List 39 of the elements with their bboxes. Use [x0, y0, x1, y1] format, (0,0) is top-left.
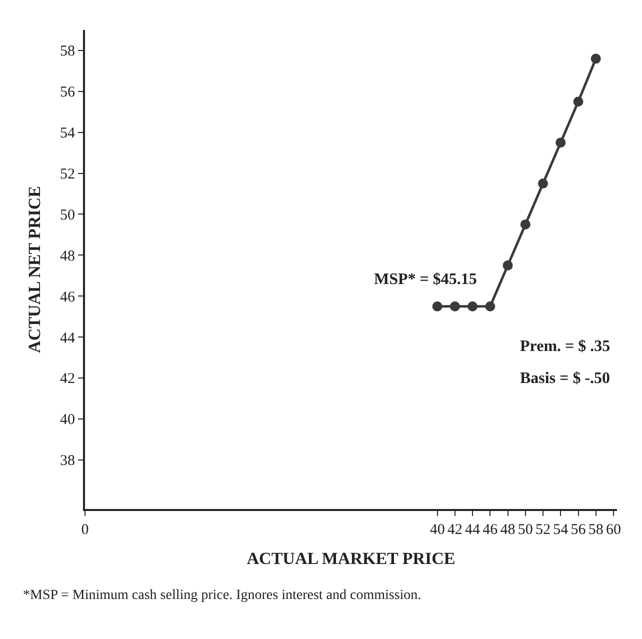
x-tick-label: 52	[536, 522, 551, 538]
y-tick-label: 46	[60, 289, 76, 306]
x-tick-label: 48	[500, 522, 516, 538]
x-tick-label: 46	[482, 522, 498, 538]
y-tick-label: 50	[60, 207, 75, 224]
point	[485, 301, 496, 312]
x-tick-label: 42	[447, 522, 462, 538]
y-tick-label: 42	[60, 371, 75, 388]
x-axis-title: ACTUAL MARKET PRICE	[246, 548, 456, 568]
y-tick-label: 48	[60, 248, 75, 264]
y-tick-label: 44	[60, 330, 76, 346]
x-tick-label: 54	[553, 522, 569, 538]
point	[502, 260, 513, 270]
y-tick-label: 52	[60, 166, 75, 183]
y-tick-label: 40	[60, 412, 75, 428]
annotation: MSP* = $45.15	[374, 271, 477, 288]
point	[468, 301, 478, 312]
point	[538, 178, 548, 189]
annotation: Prem. = $ .35	[520, 338, 610, 355]
point	[520, 219, 530, 230]
point	[432, 301, 442, 312]
text: *MSP = Minimum cash selling price. Ignores interest and commission.	[23, 588, 422, 603]
x-tick-label: 60	[606, 522, 621, 538]
y-tick-label: 58	[60, 44, 75, 60]
y-tick-label: 54	[60, 126, 76, 142]
x-tick-label: 44	[465, 522, 481, 538]
x-tick-label: 40	[430, 522, 445, 538]
point	[450, 301, 460, 312]
x-tick-label: 56	[570, 522, 586, 538]
y-tick-label: 56	[60, 84, 76, 101]
point	[573, 96, 584, 107]
x-tick-label: 50	[518, 522, 533, 538]
x-tick-label: 58	[588, 522, 604, 538]
y-tick-label: 38	[60, 453, 75, 470]
x-tick-label: 0	[81, 522, 89, 538]
y-axis-title: ACTUAL NET PRICE	[25, 186, 44, 353]
point	[590, 54, 601, 64]
annotation: Basis = $ -.50	[520, 370, 610, 387]
point	[556, 138, 566, 148]
